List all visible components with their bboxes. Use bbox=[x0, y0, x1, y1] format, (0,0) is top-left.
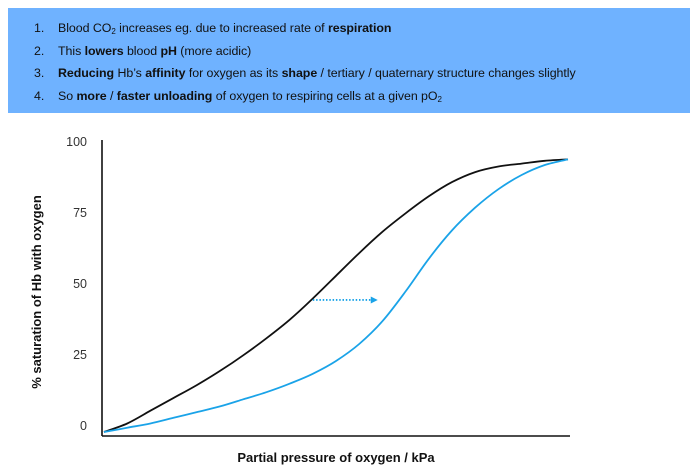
text-segment: Blood CO bbox=[58, 21, 112, 35]
shift-arrow-head bbox=[370, 296, 378, 304]
text-segment: (more acidic) bbox=[176, 43, 252, 58]
bold-text: affinity bbox=[145, 66, 186, 80]
bold-text: pH bbox=[160, 43, 177, 58]
point-text: This lowers blood pH (more acidic) bbox=[58, 40, 251, 63]
text-segment: / tertiary / quaternary structure change… bbox=[317, 66, 576, 80]
point-item: 2. This lowers blood pH (more acidic) bbox=[34, 40, 690, 63]
text-segment: increases eg. due to increased rate of bbox=[115, 21, 328, 35]
x-axis-title: Partial pressure of oxygen / kPa bbox=[237, 450, 435, 465]
text-segment: This bbox=[58, 43, 85, 58]
y-tick-label: 100 bbox=[66, 135, 87, 149]
subscript-text: 2 bbox=[111, 27, 116, 36]
y-tick-label: 75 bbox=[73, 206, 87, 220]
y-axis-title: % saturation of Hb with oxygen bbox=[29, 195, 44, 389]
bold-text: lowers bbox=[84, 43, 124, 58]
y-tick-label: 50 bbox=[73, 277, 87, 291]
point-text: Reducing Hb’s affinity for oxygen as its… bbox=[58, 62, 576, 85]
info-box: 1. Blood CO2 increases eg. due to increas… bbox=[8, 8, 690, 113]
text-segment: Hb’s bbox=[114, 66, 146, 80]
numbered-points-list: 1. Blood CO2 increases eg. due to increas… bbox=[34, 17, 690, 107]
bold-text: Reducing bbox=[58, 66, 115, 80]
bold-text: shape bbox=[281, 66, 318, 80]
text-segment: So bbox=[58, 88, 77, 103]
curves bbox=[103, 158, 569, 433]
subscript-text: 2 bbox=[437, 94, 442, 104]
normal-curve bbox=[103, 158, 569, 433]
point-text: Blood CO2 increases eg. due to increased… bbox=[58, 17, 392, 40]
bold-text: more bbox=[76, 88, 107, 103]
point-number: 2. bbox=[34, 43, 45, 58]
text-segment: for oxygen as its bbox=[185, 66, 282, 80]
text-segment: of oxygen to respiring cells at a given … bbox=[212, 88, 438, 103]
bold-text: respiration bbox=[327, 21, 392, 35]
shift-arrow bbox=[312, 296, 378, 304]
point-text: So more / faster unloading of oxygen to … bbox=[58, 85, 442, 108]
bold-text: faster unloading bbox=[116, 88, 213, 103]
point-number: 1. bbox=[34, 21, 45, 35]
shifted-curve bbox=[103, 158, 569, 433]
y-tick-label: 0 bbox=[80, 419, 87, 433]
point-number: 3. bbox=[34, 66, 45, 80]
text-segment: blood bbox=[123, 43, 161, 58]
y-tick-label: 25 bbox=[73, 348, 87, 362]
point-item: 3. Reducing Hb’s affinity for oxygen as i… bbox=[34, 62, 690, 85]
point-item: 1. Blood CO2 increases eg. due to increas… bbox=[34, 17, 690, 40]
text-segment: / bbox=[106, 88, 117, 103]
y-axis-tick-labels: 0 25 50 75 100 bbox=[66, 135, 87, 433]
point-item: 4. So more / faster unloading of oxygen t… bbox=[34, 85, 690, 108]
point-number: 4. bbox=[34, 88, 45, 103]
